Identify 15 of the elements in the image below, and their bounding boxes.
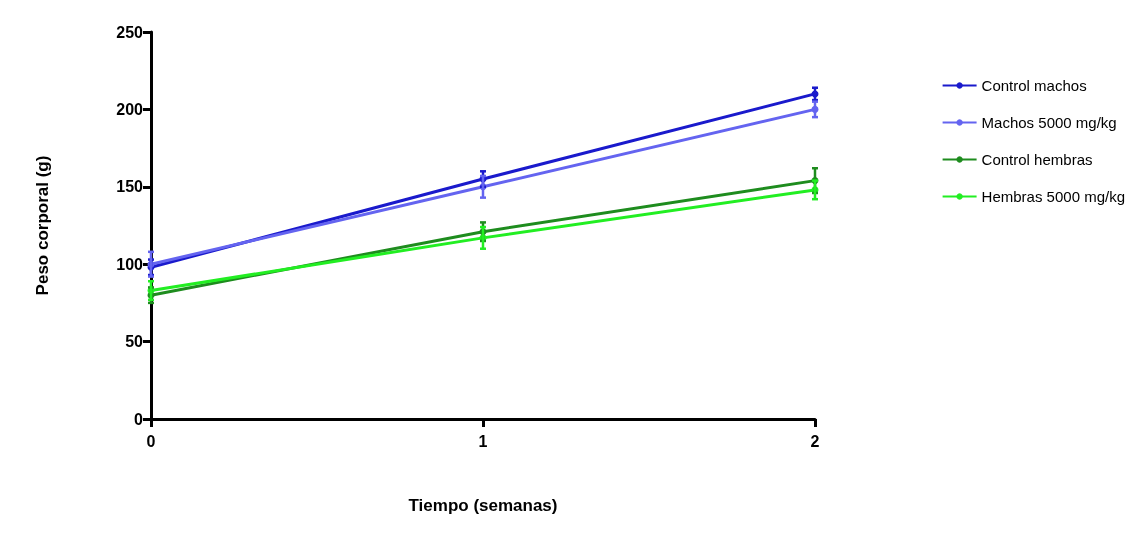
x-tick-label: 0 bbox=[146, 432, 156, 450]
x-axis-title: Tiempo (semanas) bbox=[408, 496, 558, 515]
x-tick-label: 1 bbox=[478, 432, 488, 450]
legend-label: Machos 5000 mg/kg bbox=[981, 114, 1117, 131]
x-tick-label: 2 bbox=[810, 432, 820, 450]
legend-label: Control machos bbox=[981, 77, 1087, 94]
y-tick-label: 200 bbox=[116, 100, 144, 118]
y-tick-label: 250 bbox=[116, 23, 144, 41]
y-tick-label: 0 bbox=[134, 410, 144, 428]
y-tick-label: 50 bbox=[125, 333, 144, 351]
legend-label: Hembras 5000 mg/kg bbox=[981, 188, 1126, 205]
legend-label: Control hembras bbox=[981, 151, 1093, 168]
y-axis-title: Peso corporal (g) bbox=[33, 155, 52, 296]
y-tick-label: 150 bbox=[116, 178, 144, 196]
y-tick-label: 100 bbox=[116, 255, 144, 273]
